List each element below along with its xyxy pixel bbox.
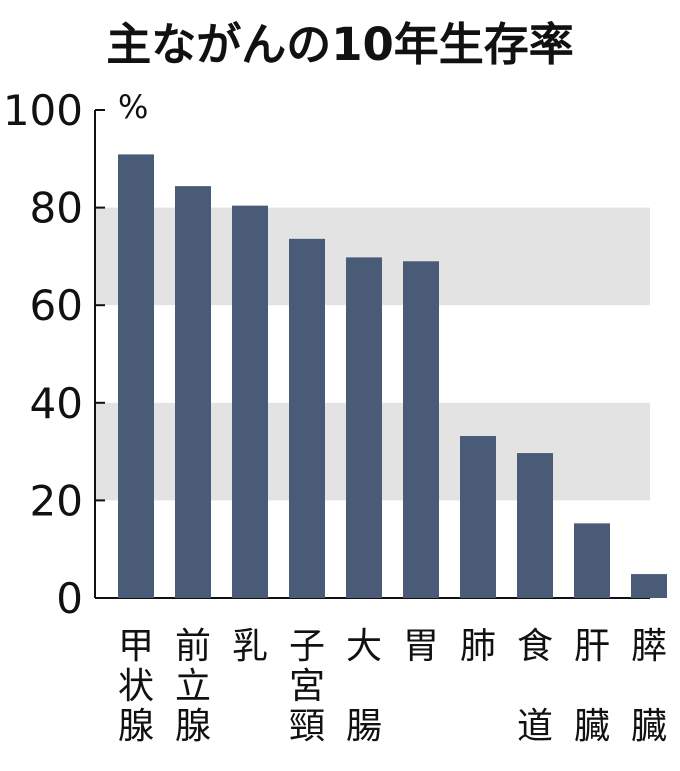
category-label-char: 食 — [517, 626, 553, 667]
category-labels: 甲状腺前立腺乳 子宮頸大腸胃肺食道肝臓膵臓 — [118, 626, 667, 747]
y-tick-label-0: 0 — [56, 574, 83, 623]
y-tick-label-80: 80 — [30, 184, 83, 233]
bar-6 — [460, 435, 496, 598]
category-label-char: 腺 — [118, 706, 154, 747]
category-label-char: 道 — [517, 706, 553, 747]
category-label-char: 宮 — [289, 666, 325, 707]
y-tick-label-40: 40 — [30, 379, 83, 428]
category-label-0: 甲状腺 — [118, 626, 154, 747]
category-label-char: 肺 — [460, 626, 496, 667]
category-label-7: 食道 — [517, 626, 553, 747]
category-label-9: 膵臓 — [631, 626, 667, 747]
category-label-char: 子 — [289, 626, 325, 667]
category-label-3: 子宮頸 — [289, 626, 325, 747]
y-tick-label-20: 20 — [30, 476, 83, 525]
category-label-char: 臓 — [631, 706, 667, 747]
y-tick-label-100: 100 — [3, 86, 83, 135]
category-label-char: 膵 — [631, 626, 667, 667]
bar-3 — [289, 238, 325, 598]
category-label-char: 腸 — [346, 706, 382, 747]
y-axis-unit: % — [118, 88, 148, 126]
category-label-2: 乳 — [232, 626, 268, 667]
bar-9 — [631, 574, 667, 598]
category-label-char: 臓 — [574, 706, 610, 747]
category-label-char: 前 — [175, 626, 211, 667]
category-label-char: 肝 — [574, 626, 610, 667]
category-label-char: 乳 — [232, 626, 268, 667]
category-label-char: 大 — [346, 626, 382, 667]
category-label-char: 腺 — [175, 706, 211, 747]
bar-8 — [574, 523, 610, 598]
bar-0 — [118, 154, 154, 598]
bar-4 — [346, 257, 382, 598]
bar-7 — [517, 453, 553, 598]
bars — [118, 154, 667, 599]
category-label-char: 胃 — [403, 626, 439, 667]
category-label-char: 甲 — [118, 626, 154, 667]
chart-title: 主ながんの10年生存率 — [106, 18, 574, 71]
category-label-1: 前立腺 — [175, 626, 211, 747]
category-label-4: 大腸 — [346, 626, 382, 747]
bar-2 — [232, 205, 268, 598]
category-label-char: 状 — [118, 666, 154, 707]
category-label-char: 立 — [175, 666, 211, 707]
category-label-8: 肝臓 — [574, 626, 610, 747]
category-label-5: 胃 — [403, 626, 439, 667]
bar-1 — [175, 186, 211, 599]
bar-5 — [403, 261, 439, 598]
category-label-6: 肺 — [460, 626, 496, 667]
y-tick-label-60: 60 — [30, 281, 83, 330]
category-label-char: 頸 — [289, 706, 325, 747]
y-axis: 0 20 40 60 80 100 — [3, 86, 650, 623]
